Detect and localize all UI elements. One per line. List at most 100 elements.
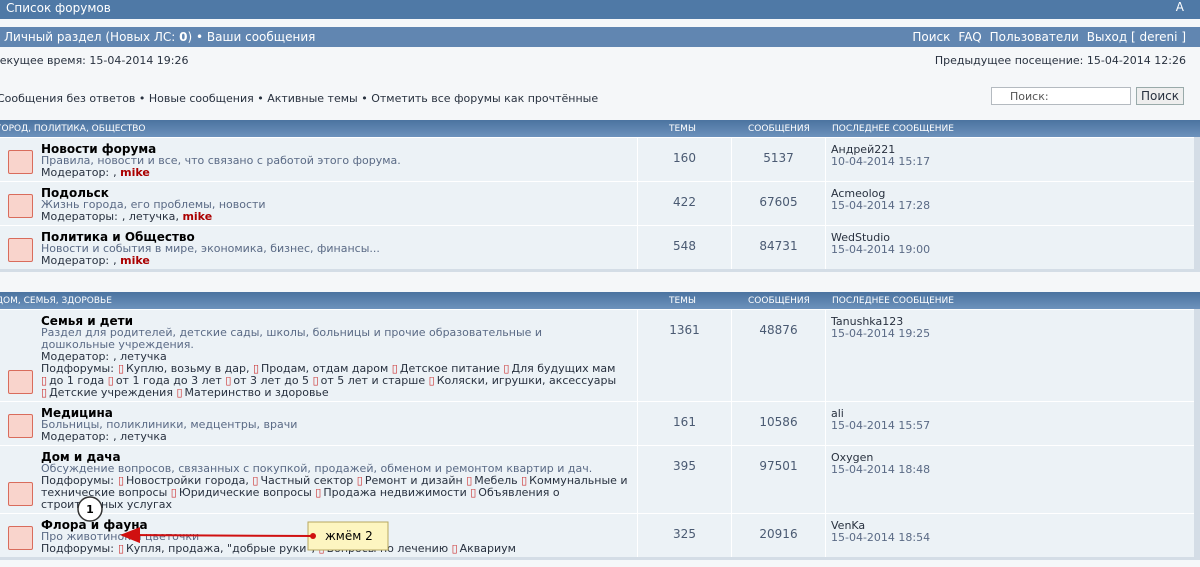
moderator[interactable]: mike [120,254,150,267]
posts-count: 48876 [731,310,825,401]
user-link[interactable]: FAQ [958,30,982,44]
quick-link[interactable]: Активные темы [254,92,358,105]
subforum[interactable]: Мебель [466,474,517,487]
forum-title[interactable]: Семья и дети [41,314,134,328]
category: ГОРОД, ПОЛИТИКА, ОБЩЕСТВО ТЕМЫ СООБЩЕНИЯ ПО… [0,120,1200,272]
subforum[interactable]: Аквариум [452,542,516,555]
last-author[interactable]: Андрей221 [831,143,896,156]
category-title[interactable]: ДОМ, СЕМЬЯ, ЗДОРОВЬЕ [0,296,112,306]
subforums: Подфорумы: Новостройки города Частный сек… [41,474,636,511]
forum-icon [8,370,33,394]
user-link[interactable]: Пользователи [989,30,1079,44]
category-title[interactable]: ГОРОД, ПОЛИТИКА, ОБЩЕСТВО [0,124,146,134]
forum-main: Дом и дача Обсуждение вопросов, связанных… [0,446,637,513]
callout-text: жмём 2 [325,529,373,543]
forum-description: Раздел для родителей, детские сады, школ… [41,326,543,351]
moderators: Модераторы: летучкаmike [41,210,637,223]
subforum[interactable]: до 1 года [41,374,104,387]
subforum[interactable]: Продажа недвижимости [315,486,466,499]
subforum[interactable]: Коляски, игрушки, аксессуары [429,374,617,387]
subforum[interactable]: Детские учреждения [41,386,173,399]
user-bar: Личный разделНовых ЛС: 0 • Ваши сообщени… [0,27,1200,47]
callout-arrow [120,527,314,544]
moderator-list: летучкаmike [122,210,212,223]
last-time: 15-04-2014 19:25 [831,327,931,340]
moderator[interactable]: mike [175,210,212,223]
posts-count: 10586 [731,402,825,445]
new-pm[interactable]: Новых ЛС: 0 [102,30,193,44]
last-author[interactable]: Tanushka123 [831,315,904,328]
forum-main: Медицина Больницы, поликлиники, медцентры… [0,402,637,445]
user-link[interactable]: Выход [ dereni ] [1086,30,1186,44]
moderator[interactable]: mike [120,166,150,179]
moderators: Модератор: летучка [41,430,637,443]
forum-description: Жизнь города, его проблемы, новости [41,198,266,211]
forum-row: Семья и дети Раздел для родителей, детски… [0,309,1194,401]
col-last: ПОСЛЕДНЕЕ СООБЩЕНИЕ [832,296,954,306]
last-author[interactable]: VenKa [831,519,866,532]
last-post: WedStudio 15-04-2014 19:00 [825,226,1194,269]
last-author[interactable]: WedStudio [831,231,891,244]
topics-count: 160 [637,138,731,181]
topics-count: 422 [637,182,731,225]
step-marker [77,496,103,522]
quick-link[interactable]: Новые сообщения [135,92,253,105]
last-author[interactable]: Oxygen [831,451,874,464]
last-author[interactable]: ali [831,407,844,420]
topics-count: 1361 [637,310,731,401]
col-posts: СООБЩЕНИЯ [748,296,810,306]
moderator[interactable]: летучка [120,430,167,443]
subforum[interactable]: Для будущих мам [503,362,615,375]
quick-link[interactable]: Сообщения без ответов [0,92,136,105]
subforum[interactable]: Новостройки города [118,474,249,487]
category: ДОМ, СЕМЬЯ, ЗДОРОВЬЕ ТЕМЫ СООБЩЕНИЯ ПОСЛЕДН… [0,292,1200,560]
forum-icon [8,482,33,506]
moderator[interactable]: летучка [120,350,167,363]
subforum[interactable]: от 1 года до 3 лет [108,374,222,387]
forum-title[interactable]: Медицина [41,406,113,420]
forum-icon [8,238,33,262]
last-post: Андрей221 10-04-2014 15:17 [825,138,1194,181]
font-size[interactable]: A [1175,0,1184,14]
moderator[interactable]: летучка [128,210,176,223]
topics-count: 161 [637,402,731,445]
forum-description: Больницы, поликлиники, медцентры, врачи [41,418,298,431]
own-posts[interactable]: Ваши сообщения [206,30,316,44]
subforum[interactable]: от 5 лет и старше [313,374,426,387]
forum-main: Новости форума Правила, новости и все, чт… [0,138,637,181]
new-pm-label: Новых ЛС: [110,30,176,44]
moderator-list: летучка [113,430,167,443]
forum-title[interactable]: Новости форума [41,142,157,156]
subforum[interactable]: Ремонт и дизайн [357,474,463,487]
subforum[interactable]: Продам, отдам даром [253,362,388,375]
user-link[interactable]: Поиск [912,30,951,44]
search-button[interactable]: Поиск [1136,87,1184,105]
forum-icon [8,194,33,218]
forum-row: Политика и Общество Новости и события в м… [0,225,1194,269]
breadcrumb[interactable]: Список форумов [6,1,111,15]
last-author[interactable]: Acmeolog [831,187,886,200]
forum-title[interactable]: Политика и Общество [41,230,195,244]
forum-icon [8,526,33,550]
profile-link[interactable]: Личный раздел [4,30,102,44]
forum-row: Подольск Жизнь города, его проблемы, ново… [0,181,1194,225]
quick-links: Сообщения без ответовНовые сообщенияАкти… [0,92,598,105]
subforum[interactable]: Частный сектор [252,474,353,487]
callout-dot [310,533,316,539]
forum-description: Новости и события в мире, экономика, биз… [41,242,380,255]
category-header: ДОМ, СЕМЬЯ, ЗДОРОВЬЕ ТЕМЫ СООБЩЕНИЯ ПОСЛЕДН… [0,292,1200,309]
subforum[interactable]: Куплю, возьму в дар [118,362,250,375]
forum-title[interactable]: Подольск [41,186,109,200]
subforum[interactable]: от 3 лет до 5 [225,374,309,387]
forum-row: Новости форума Правила, новости и все, чт… [0,137,1194,181]
subforum[interactable]: Купля, продажа, "добрые руки" [118,542,315,555]
subforum[interactable]: Юридические вопросы [171,486,312,499]
posts-count: 67605 [731,182,825,225]
quick-link[interactable]: Отметить все форумы как прочтённые [358,92,598,105]
topics-count: 548 [637,226,731,269]
subforum[interactable]: Детское питание [392,362,500,375]
forum-title[interactable]: Дом и дача [41,450,121,464]
search-input[interactable]: Поиск: [991,87,1131,105]
subforum[interactable]: Материнство и здоровье [176,386,328,399]
